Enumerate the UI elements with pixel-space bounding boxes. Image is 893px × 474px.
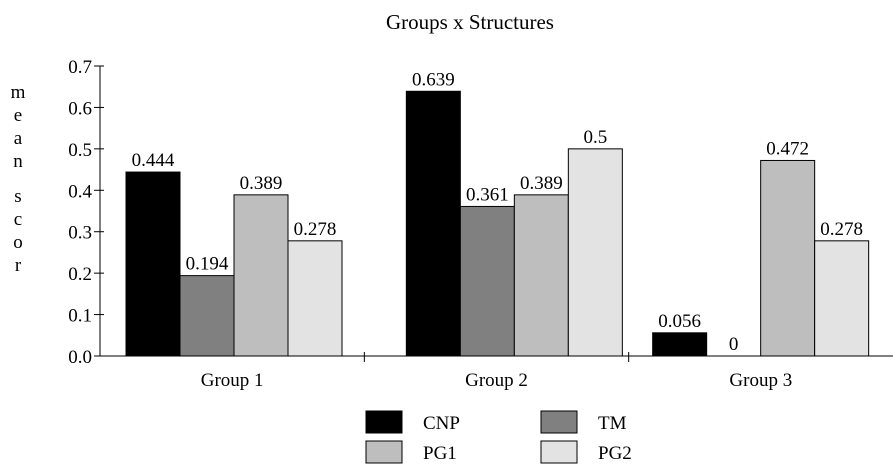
bar-value-label: 0.639 xyxy=(412,69,455,90)
bar-value-label: 0.5 xyxy=(583,127,607,148)
y-axis-label-char: a xyxy=(14,128,23,149)
y-tick-labels: 0.0 0.1 0.2 0.3 0.4 0.5 0.6 0.7 xyxy=(68,57,92,368)
bar-value-label: 0.278 xyxy=(294,219,337,240)
bar-cnp-2 xyxy=(405,90,461,357)
legend-label-tm: TM xyxy=(598,413,627,434)
legend-label-pg1: PG1 xyxy=(423,443,457,464)
bar-value-label: 0.278 xyxy=(820,219,863,240)
y-tick-label: 0.4 xyxy=(68,181,92,202)
y-tick-label: 0.6 xyxy=(68,98,92,119)
bar-value-label: 0.361 xyxy=(466,184,509,205)
x-tick-label: Group 2 xyxy=(465,370,528,391)
y-tick-label: 0.7 xyxy=(68,57,92,78)
y-tick-label: 0.0 xyxy=(68,347,92,368)
bar-pg1-1 xyxy=(233,194,289,357)
bar-pg2-3 xyxy=(814,240,870,357)
y-axis-label-char: r xyxy=(15,255,22,276)
legend-swatch-pg1 xyxy=(365,440,403,464)
y-tick-label: 0.3 xyxy=(68,223,92,244)
bar-cnp-3 xyxy=(652,332,708,357)
legend-swatch-tm xyxy=(540,410,578,434)
bar-value-label: 0.472 xyxy=(766,138,809,159)
legend-swatch-pg2 xyxy=(540,440,578,464)
x-tick-label: Group 3 xyxy=(729,370,792,391)
bar-pg1-2 xyxy=(513,194,569,357)
x-tick-labels: Group 1 Group 2 Group 3 xyxy=(201,370,792,391)
legend: CNP TM PG1 PG2 xyxy=(365,410,632,464)
y-axis-label-char: n xyxy=(13,151,23,172)
y-tick-label: 0.5 xyxy=(68,140,92,161)
y-tick-label: 0.1 xyxy=(68,306,92,327)
y-tick-label: 0.2 xyxy=(68,264,92,285)
bar-value-label: 0 xyxy=(729,334,739,355)
y-axis-label-char: s xyxy=(14,186,21,207)
bar-value-label: 0.389 xyxy=(520,173,563,194)
x-tick-label: Group 1 xyxy=(201,370,264,391)
bar-value-label: 0.389 xyxy=(240,173,283,194)
bar-tm-2 xyxy=(459,205,515,357)
bar-pg1-3 xyxy=(760,159,816,357)
legend-label-pg2: PG2 xyxy=(598,443,632,464)
y-axis-label-char: e xyxy=(14,105,22,126)
bar-tm-1 xyxy=(179,275,235,357)
y-axis-label-char: m xyxy=(11,82,26,103)
bar-pg2-2 xyxy=(567,148,623,357)
bar-cnp-1 xyxy=(125,171,181,357)
y-axis-label-char: o xyxy=(13,232,23,253)
bar-pg2-1 xyxy=(287,240,343,357)
bar-value-label: 0.444 xyxy=(132,150,175,171)
bar-value-label: 0.056 xyxy=(658,311,701,332)
bars xyxy=(125,90,870,357)
legend-swatch-cnp xyxy=(365,410,403,434)
bar-value-label: 0.194 xyxy=(186,254,229,275)
legend-label-cnp: CNP xyxy=(423,413,460,434)
value-labels: 0.444 0.194 0.389 0.278 0.639 0.361 0.389 0.5 0.… xyxy=(132,69,863,355)
chart-title: Groups x Structures xyxy=(386,10,554,34)
y-axis-label-char: c xyxy=(14,209,22,230)
